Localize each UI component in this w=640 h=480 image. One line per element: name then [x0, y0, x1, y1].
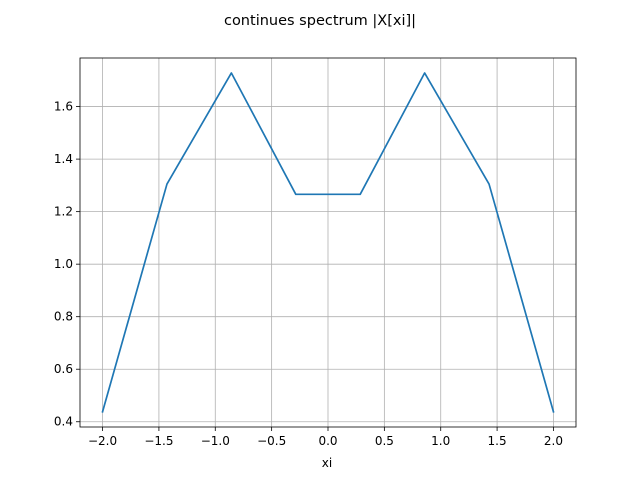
- x-tick-label: −1.0: [201, 434, 230, 448]
- x-tick-label: 0.0: [318, 434, 337, 448]
- x-tick-label: −2.0: [88, 434, 117, 448]
- y-tick-label: 0.8: [54, 310, 73, 324]
- x-axis-label: xi: [322, 456, 332, 470]
- x-tick-label: −1.5: [144, 434, 173, 448]
- y-tick-label: 0.6: [54, 362, 73, 376]
- x-tick-label: 1.5: [488, 434, 507, 448]
- x-axis: −2.0 −1.5 −1.0 −0.5 0.0 0.5 1.0 1.5 2.0: [88, 427, 563, 448]
- grid: [80, 58, 576, 427]
- x-tick-label: 0.5: [375, 434, 394, 448]
- x-tick-label: 2.0: [544, 434, 563, 448]
- y-tick-label: 1.4: [54, 152, 73, 166]
- y-tick-label: 1.0: [54, 257, 73, 271]
- y-tick-label: 0.4: [54, 415, 73, 429]
- y-tick-label: 1.6: [54, 100, 73, 114]
- chart-title: continues spectrum |X[xi]|: [224, 13, 416, 29]
- x-tick-label: −0.5: [257, 434, 286, 448]
- series-layer: [101, 72, 555, 413]
- x-tick-label: 1.0: [431, 434, 450, 448]
- series-line-0: [101, 72, 555, 413]
- y-tick-label: 1.2: [54, 205, 73, 219]
- y-axis: 0.4 0.6 0.8 1.0 1.2 1.4 1.6: [54, 100, 80, 429]
